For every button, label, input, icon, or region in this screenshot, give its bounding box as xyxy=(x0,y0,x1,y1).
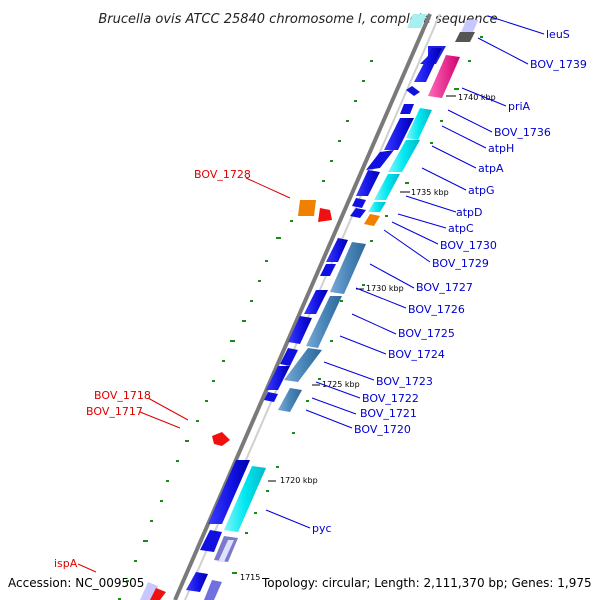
label-BOV_1717: BOV_1717 xyxy=(86,405,143,418)
label-BOV_1727: BOV_1727 xyxy=(416,281,473,294)
label-priA: priA xyxy=(508,100,531,113)
label-atpH: atpH xyxy=(488,142,514,155)
tick-1730: 1730 kbp xyxy=(366,284,404,293)
label-BOV_1720: BOV_1720 xyxy=(354,423,411,436)
label-BOV_1736: BOV_1736 xyxy=(494,126,551,139)
labels-right: leuS BOV_1739 priA BOV_1736 atpH atpA at… xyxy=(312,28,587,535)
label-BOV_1729: BOV_1729 xyxy=(432,257,489,270)
label-leaders-right xyxy=(265,15,545,529)
label-pyc: pyc xyxy=(312,522,332,535)
label-BOV_1726: BOV_1726 xyxy=(408,303,465,316)
label-atpA: atpA xyxy=(478,162,504,175)
tick-1720: 1720 kbp xyxy=(280,476,318,485)
gc-content-track xyxy=(118,60,373,600)
label-atpD: atpD xyxy=(456,206,483,219)
label-atpC: atpC xyxy=(448,222,474,235)
label-BOV_1725: BOV_1725 xyxy=(398,327,455,340)
label-BOV_1723: BOV_1723 xyxy=(376,375,433,388)
label-BOV_1721: BOV_1721 xyxy=(360,407,417,420)
gene-features xyxy=(140,14,479,600)
label-atpG: atpG xyxy=(468,184,495,197)
tick-1715: 1715 xyxy=(240,573,260,582)
gc-skew-track xyxy=(232,36,483,574)
label-BOV_1730: BOV_1730 xyxy=(440,239,497,252)
scale-ticks xyxy=(268,95,456,482)
label-BOV_1739: BOV_1739 xyxy=(530,58,587,71)
label-leaders-left xyxy=(77,177,291,573)
label-BOV_1728: BOV_1728 xyxy=(194,168,251,181)
labels-left: BOV_1728 BOV_1718 BOV_1717 ispA xyxy=(54,168,251,570)
label-BOV_1722: BOV_1722 xyxy=(362,392,419,405)
label-BOV_1718: BOV_1718 xyxy=(94,389,151,402)
summary-text: Topology: circular; Length: 2,111,370 bp… xyxy=(261,576,592,590)
tick-1735: 1735 kbp xyxy=(411,188,449,197)
map-title: Brucella ovis ATCC 25840 chromosome I, c… xyxy=(98,12,497,27)
label-BOV_1724: BOV_1724 xyxy=(388,348,445,361)
label-leuS: leuS xyxy=(546,28,570,41)
tick-1740: 1740 kbp xyxy=(458,93,496,102)
tick-1725: 1725 kbp xyxy=(322,380,360,389)
accession-text: Accession: NC_009505 xyxy=(8,576,144,590)
label-ispA: ispA xyxy=(54,557,78,570)
